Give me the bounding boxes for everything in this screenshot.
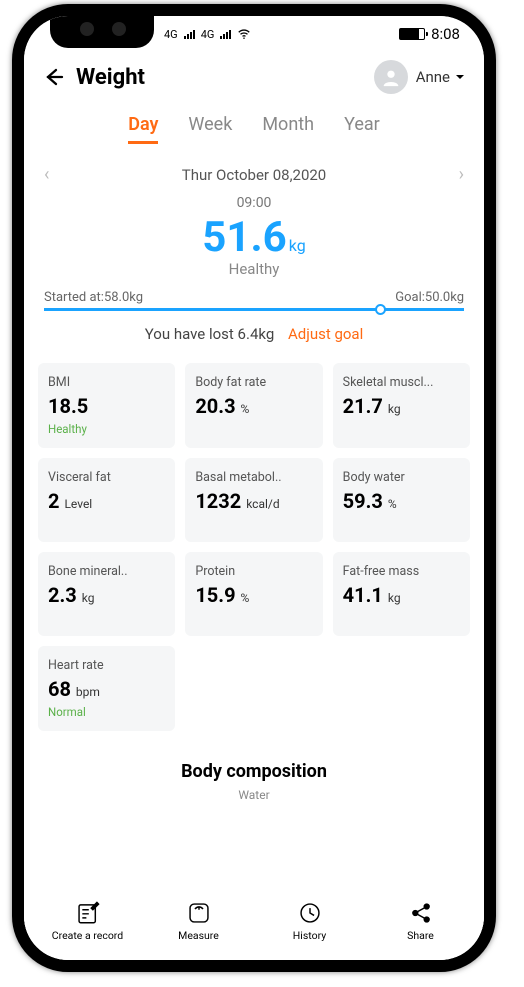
metric-value: 1232 kcal/d (195, 489, 312, 513)
metric-card[interactable]: Fat-free mass 41.1 kg (333, 552, 470, 636)
goal-label: Goal:50.0kg (395, 290, 464, 305)
metric-status: Healthy (48, 422, 165, 436)
nav-history[interactable]: History (254, 900, 365, 942)
metric-card[interactable]: Body water 59.3 % (333, 458, 470, 542)
metric-status: Normal (48, 705, 165, 719)
metric-value: 2 Level (48, 489, 165, 513)
measurement-time: 09:00 (24, 195, 484, 211)
nav-create-record[interactable]: Create a record (32, 900, 143, 942)
metric-title: Body fat rate (195, 375, 312, 390)
network-label-1: 4G (164, 28, 178, 41)
metric-card[interactable]: BMI 18.5 Healthy (38, 363, 175, 448)
progress-marker (375, 304, 386, 315)
metric-title: Skeletal muscl... (343, 375, 460, 390)
metric-card[interactable]: Protein 15.9 % (185, 552, 322, 636)
progress-bar (44, 308, 464, 311)
status-right: 8:08 (399, 25, 460, 43)
content-area: Day Week Month Year ‹ Thur October 08,20… (24, 110, 484, 960)
body-composition-title: Body composition (24, 761, 484, 782)
measurement-block: 09:00 51.6kg Healthy (24, 195, 484, 278)
tab-month[interactable]: Month (262, 114, 314, 144)
user-name[interactable]: Anne (416, 68, 450, 86)
nav-measure[interactable]: Measure (143, 900, 254, 942)
person-icon (380, 66, 402, 88)
weight-number: 51.6 (202, 213, 286, 262)
metric-title: Body water (343, 470, 460, 485)
wifi-icon (237, 27, 251, 41)
metric-value: 2.3 kg (48, 583, 165, 607)
weight-unit: kg (289, 236, 306, 255)
signal-bars-icon (184, 30, 195, 39)
bottom-nav: Create a record Measure History (24, 890, 484, 960)
metric-value: 18.5 (48, 394, 165, 418)
avatar[interactable] (374, 60, 408, 94)
metric-card[interactable]: Body fat rate 20.3 % (185, 363, 322, 448)
metrics-grid: BMI 18.5 Healthy Body fat rate 20.3 % Skeleta… (24, 343, 484, 731)
status-left: 4G 4G (164, 27, 251, 41)
tab-week[interactable]: Week (188, 114, 232, 144)
period-tabs: Day Week Month Year (24, 110, 484, 146)
metric-value: 41.1 kg (343, 583, 460, 607)
prev-day-icon[interactable]: ‹ (44, 164, 49, 185)
metric-value: 21.7 kg (343, 394, 460, 418)
metric-value: 68 bpm (48, 677, 165, 701)
back-icon[interactable] (42, 65, 66, 89)
screen: 4G 4G 8:08 Weight Anne (24, 16, 484, 960)
body-composition-subtitle: Water (24, 788, 484, 802)
metric-card[interactable]: Bone mineral.. 2.3 kg (38, 552, 175, 636)
current-date: Thur October 08,2020 (182, 166, 327, 184)
camera-notch (50, 16, 154, 48)
metric-title: Heart rate (48, 658, 165, 673)
clock-time: 8:08 (431, 25, 460, 43)
metric-title: BMI (48, 375, 165, 390)
network-label-2: 4G (201, 28, 215, 41)
metric-value: 15.9 % (195, 583, 312, 607)
date-nav: ‹ Thur October 08,2020 › (24, 146, 484, 187)
nav-share[interactable]: Share (365, 900, 476, 942)
adjust-goal-link[interactable]: Adjust goal (288, 325, 363, 343)
tab-day[interactable]: Day (128, 114, 158, 144)
metric-title: Visceral fat (48, 470, 165, 485)
metric-card[interactable]: Visceral fat 2 Level (38, 458, 175, 542)
scale-icon (186, 900, 212, 926)
metric-card[interactable]: Basal metabol.. 1232 kcal/d (185, 458, 322, 542)
clock-icon (297, 900, 323, 926)
battery-icon (399, 28, 425, 40)
metric-title: Fat-free mass (343, 564, 460, 579)
metric-title: Protein (195, 564, 312, 579)
header: Weight Anne (24, 52, 484, 110)
tab-year[interactable]: Year (344, 114, 380, 144)
nav-label: Measure (178, 929, 219, 942)
share-icon (408, 900, 434, 926)
weight-status: Healthy (24, 260, 484, 278)
metric-value: 20.3 % (195, 394, 312, 418)
nav-label: Share (407, 929, 434, 942)
start-label: Started at:58.0kg (44, 290, 143, 305)
goal-progress: Started at:58.0kg Goal:50.0kg You have l… (24, 278, 484, 343)
caret-down-icon[interactable] (454, 71, 466, 83)
create-record-icon (75, 900, 101, 926)
metric-title: Basal metabol.. (195, 470, 312, 485)
metric-card[interactable]: Skeletal muscl... 21.7 kg (333, 363, 470, 448)
metric-value: 59.3 % (343, 489, 460, 513)
metric-card[interactable]: Heart rate 68 bpm Normal (38, 646, 175, 731)
next-day-icon[interactable]: › (459, 164, 464, 185)
progress-message: You have lost 6.4kg (145, 325, 275, 343)
progress-message-row: You have lost 6.4kg Adjust goal (44, 325, 464, 343)
page-title: Weight (76, 65, 145, 90)
phone-frame: 4G 4G 8:08 Weight Anne (12, 4, 496, 972)
nav-label: History (293, 929, 326, 942)
nav-label: Create a record (52, 929, 123, 942)
signal-bars-icon (220, 30, 231, 39)
metric-title: Bone mineral.. (48, 564, 165, 579)
weight-value: 51.6kg (24, 213, 484, 262)
